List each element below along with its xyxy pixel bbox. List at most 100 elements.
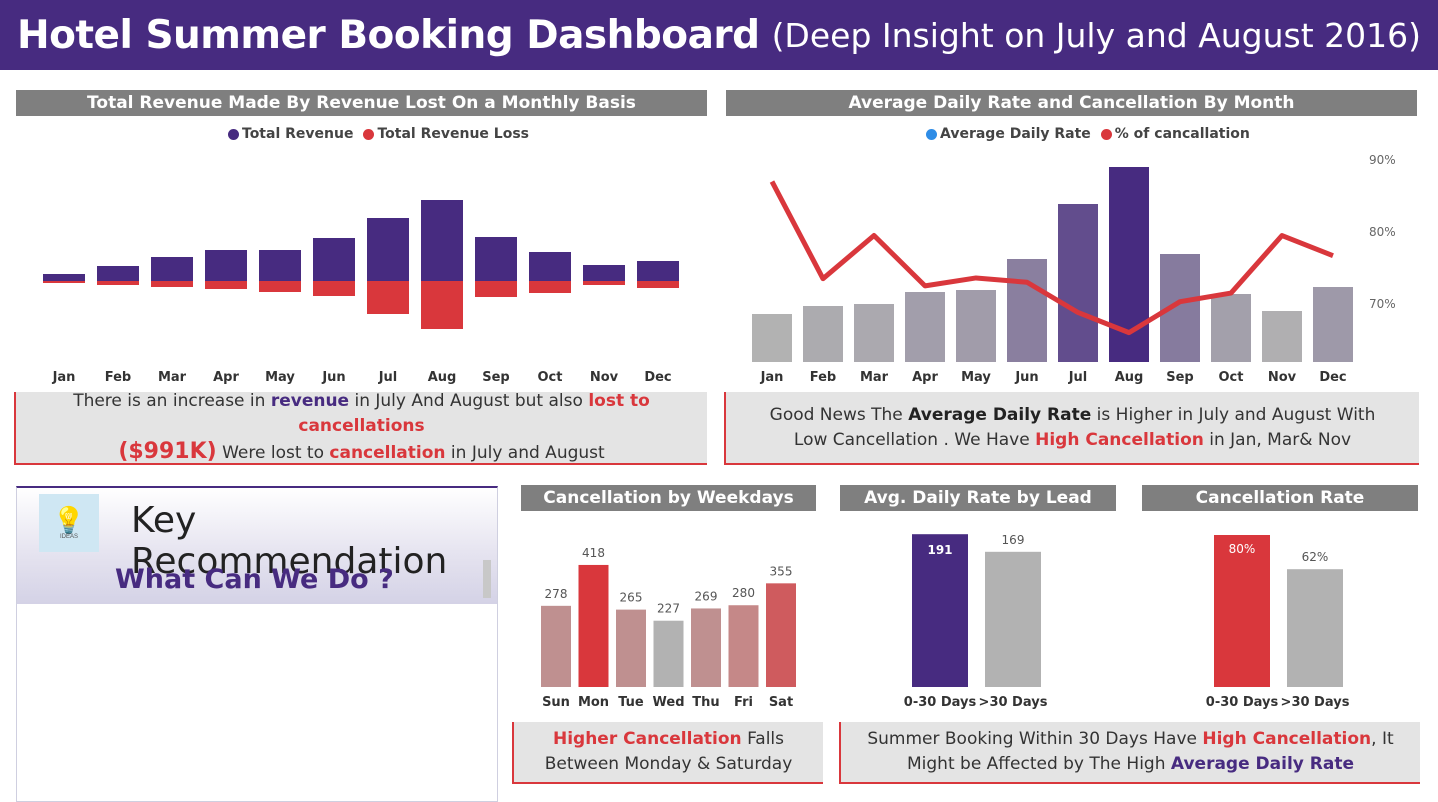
x-tick-label: Nov [1268,370,1297,385]
note-text: Good News The [769,404,909,425]
adr-chart: Jan Feb Mar Apr May Jun Jul Aug Sep Oct Nov Dec 90% 8… [752,153,1396,385]
x-tick-label: Feb [105,370,131,385]
revenue-bar [475,237,517,281]
revenue-loss-bar [43,281,85,283]
revenue-loss-bar [367,281,409,314]
x-tick-label: Tue [618,695,644,710]
x-tick-label: Nov [590,370,619,385]
rate-bar [1214,535,1270,687]
x-tick-label: Fri [734,695,753,710]
x-tick-label: Aug [1115,370,1144,385]
x-tick-label: Sep [1166,370,1194,385]
legend-average-daily-rate[interactable]: Average Daily Rate [926,126,1091,142]
revenue-bar [43,274,85,281]
x-tick-label: Jun [321,370,345,385]
data-label: 265 [620,591,643,605]
note-highlight: lost to cancellations [298,391,650,436]
legend-dot-icon [1100,128,1112,140]
x-tick-label: Feb [810,370,836,385]
cancellation-line [769,180,1334,336]
x-tick-label: 0-30 Days [904,695,977,710]
revenue-bar [151,257,193,281]
adr-bar [905,292,945,362]
revenue-loss-bar [259,281,301,292]
note-text: , It Might be Affected by The High [907,729,1394,774]
adr-bar [956,290,996,362]
dashboard-title: Hotel Summer Booking Dashboard [16,12,760,58]
dashboard-header: Hotel Summer Booking Dashboard (Deep Ins… [0,0,1438,70]
x-tick-label: Jun [1014,370,1038,385]
weekday-bar [766,583,796,687]
weekday-bar [578,564,609,687]
revenue-loss-bar [475,281,517,297]
revenue-bar [421,200,463,281]
note-text: in July And August but also [349,391,589,411]
legend-dot-icon [363,128,375,140]
note-text: Summer Booking Within 30 Days Have [867,729,1203,749]
recommendation-header: 💡 IDEAS Key Recommendation What Can We D… [17,488,497,604]
y2-tick-label: 70% [1369,297,1396,311]
data-label: 278 [545,587,568,601]
rate-panel-title: Cancellation Rate [1142,485,1418,511]
data-label: 227 [657,602,680,616]
revenue-loss-bar [637,281,679,288]
revenue-loss-bar [583,281,625,285]
revenue-bar [205,250,247,281]
x-tick-label: Sun [542,695,570,710]
legend-cancellation-pct[interactable]: % of cancallation [1100,126,1250,142]
x-tick-label: Dec [1319,370,1346,385]
data-label: 62% [1302,550,1329,564]
x-tick-label: Wed [653,695,685,710]
revenue-bar [583,265,625,281]
adr-bar [1007,259,1047,362]
x-tick-label: Jan [760,370,784,385]
legend-total-revenue-loss[interactable]: Total Revenue Loss [363,126,529,142]
revenue-loss-bar [313,281,355,296]
revenue-bar [529,252,571,281]
lead-panel-title: Avg. Daily Rate by Lead [840,485,1116,511]
revenue-legend: Total Revenue Total Revenue Loss [228,126,533,142]
weekday-insight-note: Higher Cancellation Falls Between Monday… [512,722,823,784]
revenue-bar [637,261,679,281]
x-tick-label: Oct [538,370,563,385]
revenue-loss-bar [151,281,193,287]
recommendation-title: Key Recommendation [131,500,448,582]
weekday-chart: 278 Sun 418 Mon 265 Tue 227 Wed 269 Thu 280 Fri 355 S… [541,546,796,710]
note-text: in Jan, Mar& Nov [1203,429,1352,450]
lead-bar [912,534,968,687]
x-tick-label: Jul [1068,370,1088,385]
adr-bar [1262,311,1302,362]
x-tick-label: Dec [644,370,671,385]
adr-insight-note: Good News The Average Daily Rate is High… [724,392,1419,465]
ideas-lightbulb-icon: 💡 IDEAS [39,494,99,552]
y2-tick-label: 90% [1369,153,1396,167]
x-tick-label: Sat [769,695,793,710]
rate-chart: 80% 0-30 Days 62% >30 Days [1206,535,1350,710]
revenue-insight-note: There is an increase in revenue in July … [14,391,707,465]
adr-bar [1211,294,1251,362]
revenue-loss-bar [421,281,463,329]
key-recommendation-panel: 💡 IDEAS Key Recommendation What Can We D… [16,486,498,802]
lead-bar [985,551,1041,687]
revenue-panel-title: Total Revenue Made By Revenue Lost On a … [16,90,707,116]
lightbulb-icon: 💡 [52,505,86,535]
x-tick-label: May [265,370,295,385]
adr-bar [803,306,843,362]
x-tick-label: Mar [158,370,187,385]
adr-bar [854,304,894,362]
note-highlight: Average Daily Rate [908,404,1092,425]
x-tick-label: Sep [482,370,510,385]
revenue-bar [259,250,301,281]
note-highlight: High Cancellation [1035,429,1204,450]
note-text: Falls Between Monday & Saturday [544,729,793,774]
note-text: Were lost to [216,443,330,463]
recommendation-scrollbar[interactable] [483,560,491,598]
note-loss-amount: ($991K) [118,439,217,464]
x-tick-label: Apr [213,370,239,385]
revenue-bar [97,266,139,281]
x-tick-label: Apr [912,370,938,385]
legend-total-revenue[interactable]: Total Revenue [228,126,353,142]
revenue-loss-bar [529,281,571,293]
lead-insight-note: Summer Booking Within 30 Days Have High … [839,722,1420,784]
x-tick-label: >30 Days [1281,695,1350,710]
